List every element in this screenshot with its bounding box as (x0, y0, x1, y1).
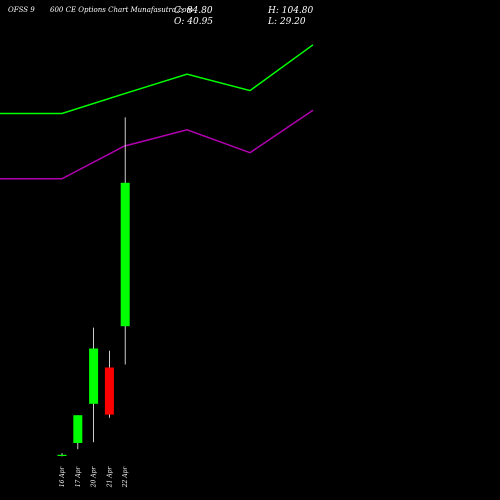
low-value: L: 29.20 (268, 17, 306, 27)
lower-band-line (0, 109, 314, 180)
candle-0 (57, 453, 67, 457)
candle-2 (89, 327, 99, 443)
candle-body (104, 367, 114, 415)
symbol-label: OFSS 9 (8, 6, 35, 14)
candle-body (57, 454, 67, 456)
candle-body (73, 415, 83, 443)
x-tick-label: 21 Apr (106, 466, 113, 489)
candle-1 (73, 415, 83, 450)
candle-body (89, 348, 99, 404)
x-tick-label: 20 Apr (91, 466, 98, 489)
candle-body (120, 182, 130, 327)
candle-4 (120, 117, 130, 365)
close-value: C: 84.80 (174, 6, 213, 16)
upper-band-line (0, 44, 314, 115)
open-value: O: 40.95 (174, 17, 214, 27)
candle-3 (104, 350, 114, 418)
x-tick-label: 22 Apr (122, 466, 129, 489)
chart-subtitle: 600 CE Options Chart Munafasutra.com (50, 6, 194, 14)
x-tick-label: 17 Apr (75, 466, 82, 488)
high-value: H: 104.80 (268, 6, 314, 16)
x-tick-label: 16 Apr (59, 466, 66, 488)
